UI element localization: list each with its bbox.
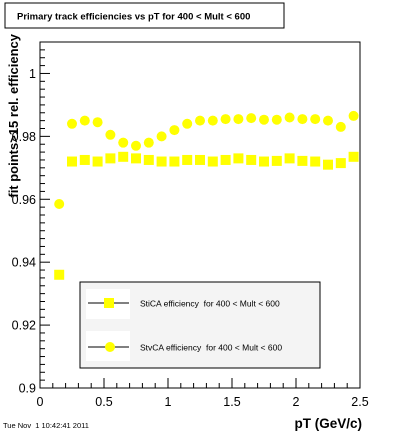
- stica-point: [246, 154, 257, 165]
- stica-point: [169, 156, 180, 167]
- y-axis-label: fit points>15 rel. efficiency: [6, 33, 21, 197]
- legend: StiCA efficiency for 400 < Mult < 600 St…: [79, 281, 321, 369]
- stica-point: [310, 156, 321, 167]
- stica-point: [79, 154, 90, 165]
- stica-point: [143, 154, 154, 165]
- stvca-point: [143, 137, 154, 148]
- stvca-point: [92, 117, 103, 128]
- stica-point: [284, 153, 295, 164]
- stica-point: [335, 158, 346, 169]
- y-tick-label: 0.92: [12, 319, 36, 333]
- stica-point: [297, 155, 308, 166]
- stica-point: [233, 153, 244, 164]
- stvca-point: [169, 125, 180, 136]
- stica-point: [348, 151, 359, 162]
- stica-point: [92, 156, 103, 167]
- legend-entry-stvca: StvCA efficiency for 400 < Mult < 600: [140, 343, 282, 353]
- stvca-point: [271, 114, 282, 125]
- x-tick-label: 0: [37, 395, 44, 409]
- x-tick-label: 2: [293, 395, 300, 409]
- chart-title-box: Primary track efficiencies vs pT for 400…: [4, 2, 285, 29]
- stica-point: [220, 154, 231, 165]
- stica-point: [323, 159, 333, 170]
- stvca-point: [323, 115, 333, 126]
- timestamp: Tue Nov 1 10:42:41 2011: [3, 421, 89, 430]
- stica-point: [182, 154, 193, 165]
- y-tick-label: 0.98: [12, 130, 36, 144]
- stica-point: [195, 154, 205, 165]
- stvca-point: [67, 118, 77, 129]
- stica-point: [131, 153, 141, 164]
- stvca-point: [207, 115, 218, 126]
- stvca-point: [105, 129, 116, 140]
- x-tick-label: 1: [165, 395, 172, 409]
- stvca-point: [284, 112, 295, 123]
- stvca-point: [335, 121, 346, 132]
- x-tick-label: 0.5: [95, 395, 112, 409]
- x-tick-label: 2.5: [351, 395, 368, 409]
- axes: 0 0.5 1 1.5 2 2.5 0.9 0.92 0.94 0.96 0.98 1: [12, 41, 369, 409]
- stvca-point: [131, 140, 141, 151]
- stvca-point: [54, 198, 65, 209]
- stica-point: [271, 155, 282, 166]
- stvca-point: [348, 110, 359, 121]
- stica-point: [207, 156, 218, 167]
- y-tick-label: 0.96: [12, 193, 36, 207]
- stica-point: [105, 153, 116, 164]
- stvca-point: [220, 114, 231, 125]
- stica-point: [54, 269, 65, 280]
- stvca-point: [310, 114, 321, 125]
- stvca-point: [79, 115, 90, 126]
- stvca-point: [233, 114, 244, 125]
- stica-point: [118, 151, 129, 162]
- stvca-point: [156, 131, 167, 142]
- y-tick-label: 0.94: [12, 256, 36, 270]
- stvca-point: [118, 137, 129, 148]
- x-axis-label: pT (GeV/c): [294, 416, 362, 431]
- legend-entry-stica: StiCA efficiency for 400 < Mult < 600: [140, 299, 280, 309]
- chart-title: Primary track efficiencies vs pT for 400…: [17, 12, 250, 23]
- y-tick-label: 1: [29, 67, 36, 81]
- stica-point: [67, 156, 77, 167]
- data-marks: [54, 110, 359, 280]
- legend-marker-circle: [105, 342, 115, 352]
- stvca-point: [182, 118, 193, 129]
- stvca-point: [297, 114, 308, 125]
- stica-point: [259, 156, 269, 167]
- stica-point: [156, 156, 167, 167]
- legend-marker-square: [104, 298, 114, 308]
- stvca-point: [246, 113, 257, 124]
- stvca-point: [259, 114, 269, 125]
- stvca-point: [195, 115, 205, 126]
- y-tick-label: 0.9: [19, 382, 36, 396]
- x-tick-label: 1.5: [223, 395, 240, 409]
